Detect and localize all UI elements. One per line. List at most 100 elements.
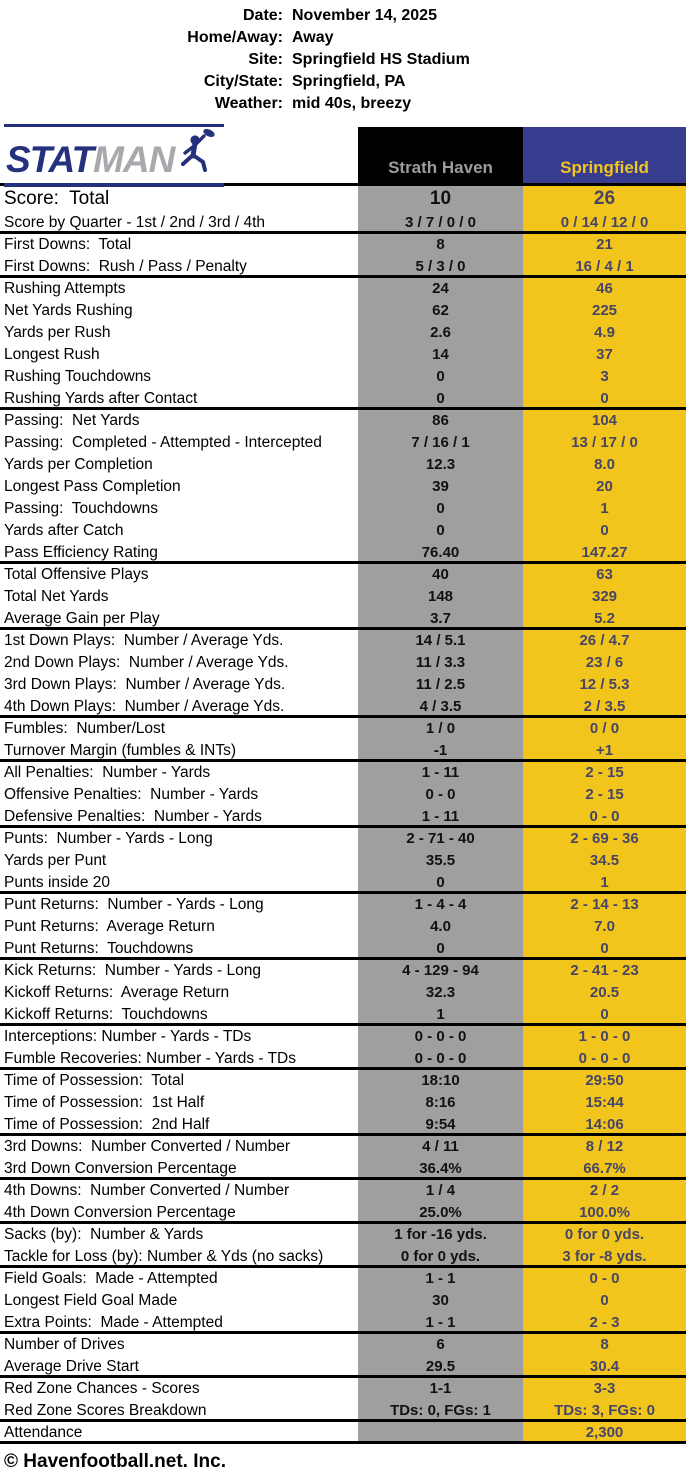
stat-label: All Penalties: Number - Yards: [4, 764, 211, 781]
table-row: Punt Returns: Number - Yards - Long 1 - …: [0, 894, 686, 916]
away-team-value: 36.4%: [358, 1158, 523, 1177]
stat-label: Field Goals: Made - Attempted: [4, 1270, 218, 1287]
away-team-value: 10: [358, 186, 523, 212]
home-team-value: 0 - 0: [523, 1268, 686, 1290]
stat-label: Kickoff Returns: Touchdowns: [4, 1006, 208, 1023]
stat-label: Tackle for Loss (by): Number & Yds (no s…: [4, 1248, 324, 1265]
stat-label: Number of Drives: [4, 1336, 125, 1353]
home-team-value: 13 / 17 / 0: [523, 432, 686, 454]
table-row: Punt Returns: Touchdowns 0 0: [0, 938, 686, 960]
stat-label: Longest Pass Completion: [4, 478, 181, 495]
away-team-value: 1: [358, 1004, 523, 1023]
home-team-value: 34.5: [523, 850, 686, 872]
away-team-value: 3 / 7 / 0 / 0: [358, 212, 523, 231]
stat-label: Fumble Recoveries: Number - Yards - TDs: [4, 1050, 297, 1067]
home-team-value: 3: [523, 366, 686, 388]
stat-label: Defensive Penalties: Number - Yards: [4, 808, 262, 825]
stat-label: Punt Returns: Average Return: [4, 918, 215, 935]
away-team-value: 1 - 11: [358, 762, 523, 784]
away-team-value: 25.0%: [358, 1202, 523, 1221]
table-row: Yards per Completion 12.3 8.0: [0, 454, 686, 476]
game-info-label: Date:: [242, 7, 283, 24]
home-team-value: 16 / 4 / 1: [523, 256, 686, 275]
home-team-value: 0: [523, 938, 686, 957]
home-team-value: 0 - 0 - 0: [523, 1048, 686, 1067]
table-row: 3rd Downs: Number Converted / Number 4 /…: [0, 1136, 686, 1158]
home-team-value: 329: [523, 586, 686, 608]
stat-label: Score by Quarter - 1st / 2nd / 3rd / 4th: [4, 214, 266, 231]
home-team-value: 0: [523, 388, 686, 407]
home-team-value: 8 / 12: [523, 1136, 686, 1158]
game-info-label: Home/Away:: [187, 29, 283, 46]
table-row: Punts inside 20 0 1: [0, 872, 686, 894]
stat-label: Punts: Number - Yards - Long: [4, 830, 213, 847]
statman-logo: STATMAN: [0, 123, 358, 187]
stat-label: Yards per Completion: [4, 456, 153, 473]
table-row: Longest Field Goal Made 30 0: [0, 1290, 686, 1312]
away-team-value: 0 - 0: [358, 784, 523, 806]
home-team-value: 63: [523, 564, 686, 586]
home-team-value: 2 / 2: [523, 1180, 686, 1202]
home-team-value: 15:44: [523, 1092, 686, 1114]
stat-label: 3rd Down Plays: Number / Average Yds.: [4, 676, 286, 693]
table-row: 4th Down Plays: Number / Average Yds. 4 …: [0, 696, 686, 718]
column-header-away-team: Strath Haven: [358, 127, 523, 183]
home-team-value: 8: [523, 1334, 686, 1356]
stat-label: Sacks (by): Number & Yards: [4, 1226, 204, 1243]
football-player-icon: [176, 128, 218, 180]
home-team-value: 3-3: [523, 1378, 686, 1400]
away-team-value: 4.0: [358, 916, 523, 938]
table-row: 3rd Down Plays: Number / Average Yds. 11…: [0, 674, 686, 696]
table-row: Sacks (by): Number & Yards 1 for -16 yds…: [0, 1224, 686, 1246]
away-team-value: 1-1: [358, 1378, 523, 1400]
table-row: Attendance 2,300: [0, 1422, 686, 1444]
stat-label: Average Gain per Play: [4, 610, 160, 627]
table-row: Fumble Recoveries: Number - Yards - TDs …: [0, 1048, 686, 1070]
away-team-value: 0 - 0 - 0: [358, 1026, 523, 1048]
table-row: Score by Quarter - 1st / 2nd / 3rd / 4th…: [0, 212, 686, 234]
stat-label: Rushing Touchdowns: [4, 368, 152, 385]
stat-label: Pass Efficiency Rating: [4, 544, 158, 561]
home-team-value: 0: [523, 1290, 686, 1312]
away-team-value: 148: [358, 586, 523, 608]
home-team-value: 225: [523, 300, 686, 322]
away-team-value: 29.5: [358, 1356, 523, 1375]
table-row: 4th Downs: Number Converted / Number 1 /…: [0, 1180, 686, 1202]
away-team-value: 1 - 4 - 4: [358, 894, 523, 916]
home-team-value: 0: [523, 1004, 686, 1023]
game-info-label: City/State:: [203, 73, 283, 90]
away-team-value: 76.40: [358, 542, 523, 561]
stat-label: Kickoff Returns: Average Return: [4, 984, 230, 1001]
game-info-row: Weather: mid 40s, breezy: [0, 93, 686, 115]
table-row: Field Goals: Made - Attempted 1 - 1 0 - …: [0, 1268, 686, 1290]
home-team-value: 0 / 14 / 12 / 0: [523, 212, 686, 231]
home-team-value: 5.2: [523, 608, 686, 627]
stat-label: First Downs: Total: [4, 236, 132, 253]
stat-label: 4th Downs: Number Converted / Number: [4, 1182, 290, 1199]
home-team-value: 20: [523, 476, 686, 498]
away-team-value: 1 - 1: [358, 1312, 523, 1331]
away-team-value: 4 / 3.5: [358, 696, 523, 715]
table-row: Punt Returns: Average Return 4.0 7.0: [0, 916, 686, 938]
table-row: Average Drive Start 29.5 30.4: [0, 1356, 686, 1378]
table-header-row: STATMAN Strath Haven Springfield: [0, 123, 686, 187]
stat-label: Yards per Punt: [4, 852, 107, 869]
stat-label: Time of Possession: 2nd Half: [4, 1116, 210, 1133]
table-row: First Downs: Rush / Pass / Penalty 5 / 3…: [0, 256, 686, 278]
table-row: Total Offensive Plays 40 63: [0, 564, 686, 586]
table-row: Red Zone Scores Breakdown TDs: 0, FGs: 1…: [0, 1400, 686, 1422]
away-team-value: 5 / 3 / 0: [358, 256, 523, 275]
home-team-value: 100.0%: [523, 1202, 686, 1221]
home-team-value: 30.4: [523, 1356, 686, 1375]
table-row: Longest Rush 14 37: [0, 344, 686, 366]
table-row: 3rd Down Conversion Percentage 36.4% 66.…: [0, 1158, 686, 1180]
table-row: Passing: Touchdowns 0 1: [0, 498, 686, 520]
game-info-value: Springfield, PA: [292, 73, 406, 90]
table-row: 2nd Down Plays: Number / Average Yds. 11…: [0, 652, 686, 674]
home-team-value: 1: [523, 498, 686, 520]
away-team-value: 18:10: [358, 1070, 523, 1092]
table-row: Passing: Net Yards 86 104: [0, 410, 686, 432]
table-row: Time of Possession: Total 18:10 29:50: [0, 1070, 686, 1092]
home-team-value: 2,300: [523, 1422, 686, 1441]
